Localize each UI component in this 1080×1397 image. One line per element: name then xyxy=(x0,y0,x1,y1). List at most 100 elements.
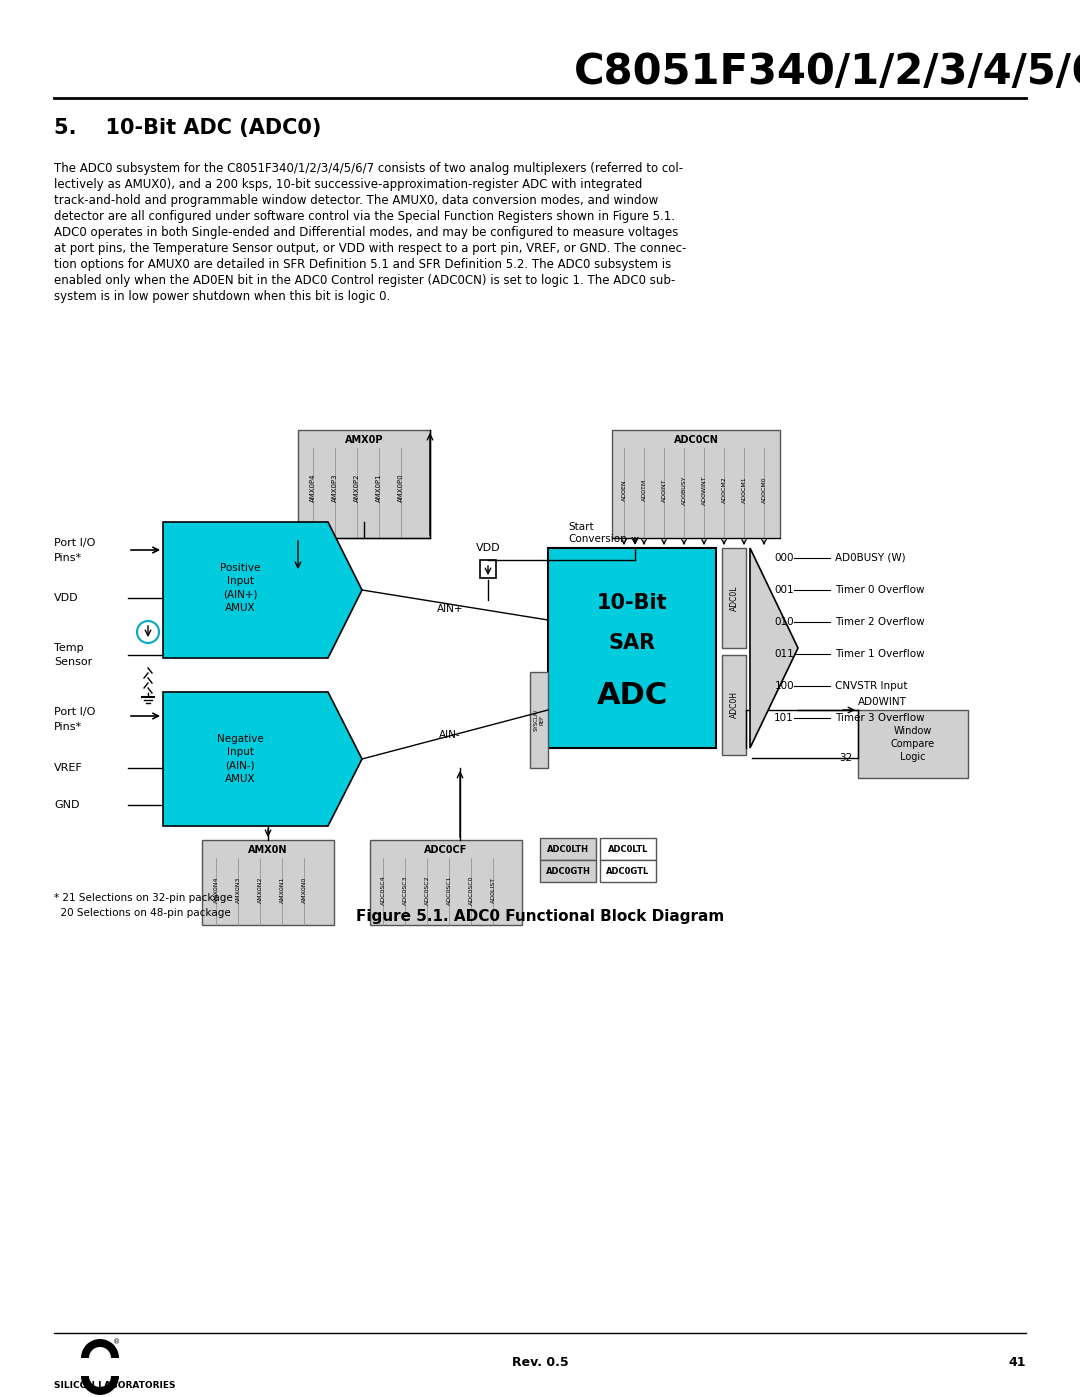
Text: 001: 001 xyxy=(774,585,794,595)
Text: AMX0N4: AMX0N4 xyxy=(214,877,218,904)
Text: AMX0P: AMX0P xyxy=(345,434,383,446)
Text: AMX0P2: AMX0P2 xyxy=(354,474,360,503)
Text: The ADC0 subsystem for the C8051F340/1/2/3/4/5/6/7 consists of two analog multip: The ADC0 subsystem for the C8051F340/1/2… xyxy=(54,162,684,175)
Bar xyxy=(298,430,430,538)
Text: 32: 32 xyxy=(839,753,852,763)
Text: AMX0P0: AMX0P0 xyxy=(399,474,404,503)
Text: 5.    10-Bit ADC (ADC0): 5. 10-Bit ADC (ADC0) xyxy=(54,117,322,138)
Text: ADC0SC2: ADC0SC2 xyxy=(424,875,430,905)
Text: 20 Selections on 48-pin package: 20 Selections on 48-pin package xyxy=(54,908,231,918)
Text: AD0WINT: AD0WINT xyxy=(858,697,907,707)
Text: AMX0P4: AMX0P4 xyxy=(310,474,316,503)
Text: ADC0LTH: ADC0LTH xyxy=(546,845,589,854)
Text: SAR: SAR xyxy=(608,633,656,652)
Text: AMX0N1: AMX0N1 xyxy=(280,877,284,904)
Text: 100: 100 xyxy=(774,680,794,692)
Text: VDD: VDD xyxy=(475,543,500,553)
Text: detector are all configured under software control via the Special Function Regi: detector are all configured under softwa… xyxy=(54,210,675,224)
Text: AD0BUSY: AD0BUSY xyxy=(681,475,687,504)
Bar xyxy=(480,560,496,578)
Polygon shape xyxy=(750,548,798,747)
Text: AMX0N: AMX0N xyxy=(248,845,287,855)
Bar xyxy=(370,840,522,925)
Bar xyxy=(612,430,780,538)
Text: ADC0SC3: ADC0SC3 xyxy=(403,875,407,905)
Text: lectively as AMUX0), and a 200 ksps, 10-bit successive-approximation-register AD: lectively as AMUX0), and a 200 ksps, 10-… xyxy=(54,177,643,191)
Text: AMX0N3: AMX0N3 xyxy=(235,877,241,904)
Text: Timer 1 Overflow: Timer 1 Overflow xyxy=(835,650,924,659)
Text: 101: 101 xyxy=(774,712,794,724)
Bar xyxy=(723,655,746,754)
Text: ADC: ADC xyxy=(596,682,667,711)
Text: AMX0P3: AMX0P3 xyxy=(332,474,338,503)
Bar xyxy=(540,861,596,882)
Text: Start
Conversion: Start Conversion xyxy=(568,522,626,545)
Text: AD0EN: AD0EN xyxy=(621,479,626,500)
Text: Pins*: Pins* xyxy=(54,553,82,563)
Bar xyxy=(540,838,596,861)
Text: AD0CM1: AD0CM1 xyxy=(742,476,746,503)
Text: Timer 0 Overflow: Timer 0 Overflow xyxy=(835,585,924,595)
Text: Negative
Input
(AIN-)
AMUX: Negative Input (AIN-) AMUX xyxy=(217,735,264,784)
Text: ADC0CN: ADC0CN xyxy=(674,434,718,446)
Text: AMX0N0: AMX0N0 xyxy=(301,877,307,904)
Text: AD0CM0: AD0CM0 xyxy=(761,476,767,503)
Text: ADC0CF: ADC0CF xyxy=(424,845,468,855)
Text: 011: 011 xyxy=(774,650,794,659)
Text: AD0CM2: AD0CM2 xyxy=(721,476,727,503)
Text: AD0TM: AD0TM xyxy=(642,479,647,502)
Text: enabled only when the AD0EN bit in the ADC0 Control register (ADC0CN) is set to : enabled only when the AD0EN bit in the A… xyxy=(54,274,675,286)
Bar xyxy=(723,548,746,648)
Text: AMX0N2: AMX0N2 xyxy=(257,877,262,904)
Wedge shape xyxy=(81,1338,119,1358)
Bar xyxy=(548,548,716,747)
Text: ADC0SC0: ADC0SC0 xyxy=(469,876,473,905)
Text: 41: 41 xyxy=(1009,1356,1026,1369)
Text: track-and-hold and programmable window detector. The AMUX0, data conversion mode: track-and-hold and programmable window d… xyxy=(54,194,658,207)
Text: at port pins, the Temperature Sensor output, or VDD with respect to a port pin, : at port pins, the Temperature Sensor out… xyxy=(54,242,687,256)
Text: AIN+: AIN+ xyxy=(436,604,463,615)
Text: SYSCLK/
REF: SYSCLK/ REF xyxy=(534,708,544,731)
Text: C8051F340/1/2/3/4/5/6/7: C8051F340/1/2/3/4/5/6/7 xyxy=(575,52,1080,94)
Text: tion options for AMUX0 are detailed in SFR Definition 5.1 and SFR Definition 5.2: tion options for AMUX0 are detailed in S… xyxy=(54,258,672,271)
Text: AD0WINT: AD0WINT xyxy=(702,475,706,504)
Text: ADC0 operates in both Single-ended and Differential modes, and may be configured: ADC0 operates in both Single-ended and D… xyxy=(54,226,678,239)
Bar xyxy=(858,710,968,778)
Bar xyxy=(600,838,656,861)
Bar xyxy=(530,672,548,768)
Text: ®: ® xyxy=(113,1338,121,1345)
Text: AD0LIST: AD0LIST xyxy=(490,877,496,902)
Text: Pins*: Pins* xyxy=(54,722,82,732)
Text: system is in low power shutdown when this bit is logic 0.: system is in low power shutdown when thi… xyxy=(54,291,390,303)
Text: Positive
Input
(AIN+)
AMUX: Positive Input (AIN+) AMUX xyxy=(220,563,260,613)
Polygon shape xyxy=(163,522,362,658)
Bar xyxy=(600,861,656,882)
Text: Rev. 0.5: Rev. 0.5 xyxy=(512,1356,568,1369)
Text: Figure 5.1. ADC0 Functional Block Diagram: Figure 5.1. ADC0 Functional Block Diagra… xyxy=(356,908,724,923)
Bar xyxy=(202,840,334,925)
Text: SILICON LABORATORIES: SILICON LABORATORIES xyxy=(54,1380,175,1390)
Text: ADC0H: ADC0H xyxy=(729,692,739,718)
Text: AD0BUSY (W): AD0BUSY (W) xyxy=(835,553,906,563)
Text: Window
Compare
Logic: Window Compare Logic xyxy=(891,726,935,763)
Text: ADC0L: ADC0L xyxy=(729,585,739,610)
Text: Port I/O: Port I/O xyxy=(54,707,95,717)
Text: AD0INT: AD0INT xyxy=(661,478,666,502)
Text: AMX0P1: AMX0P1 xyxy=(376,474,382,503)
Text: GND: GND xyxy=(54,800,80,810)
Text: 010: 010 xyxy=(774,617,794,627)
Text: * 21 Selections on 32-pin package: * 21 Selections on 32-pin package xyxy=(54,893,233,902)
Text: ADC0LTL: ADC0LTL xyxy=(608,845,648,854)
Text: 000: 000 xyxy=(774,553,794,563)
Text: AIN-: AIN- xyxy=(440,731,461,740)
Text: ADC0GTH: ADC0GTH xyxy=(545,866,591,876)
Text: Port I/O: Port I/O xyxy=(54,538,95,548)
Text: ADC0GTL: ADC0GTL xyxy=(606,866,650,876)
Text: Temp: Temp xyxy=(54,643,83,652)
Text: ADC0SC4: ADC0SC4 xyxy=(380,875,386,905)
Text: ADC0SC1: ADC0SC1 xyxy=(446,876,451,905)
Wedge shape xyxy=(81,1376,119,1396)
Text: VDD: VDD xyxy=(54,592,79,604)
Text: VREF: VREF xyxy=(54,763,83,773)
Polygon shape xyxy=(163,692,362,826)
